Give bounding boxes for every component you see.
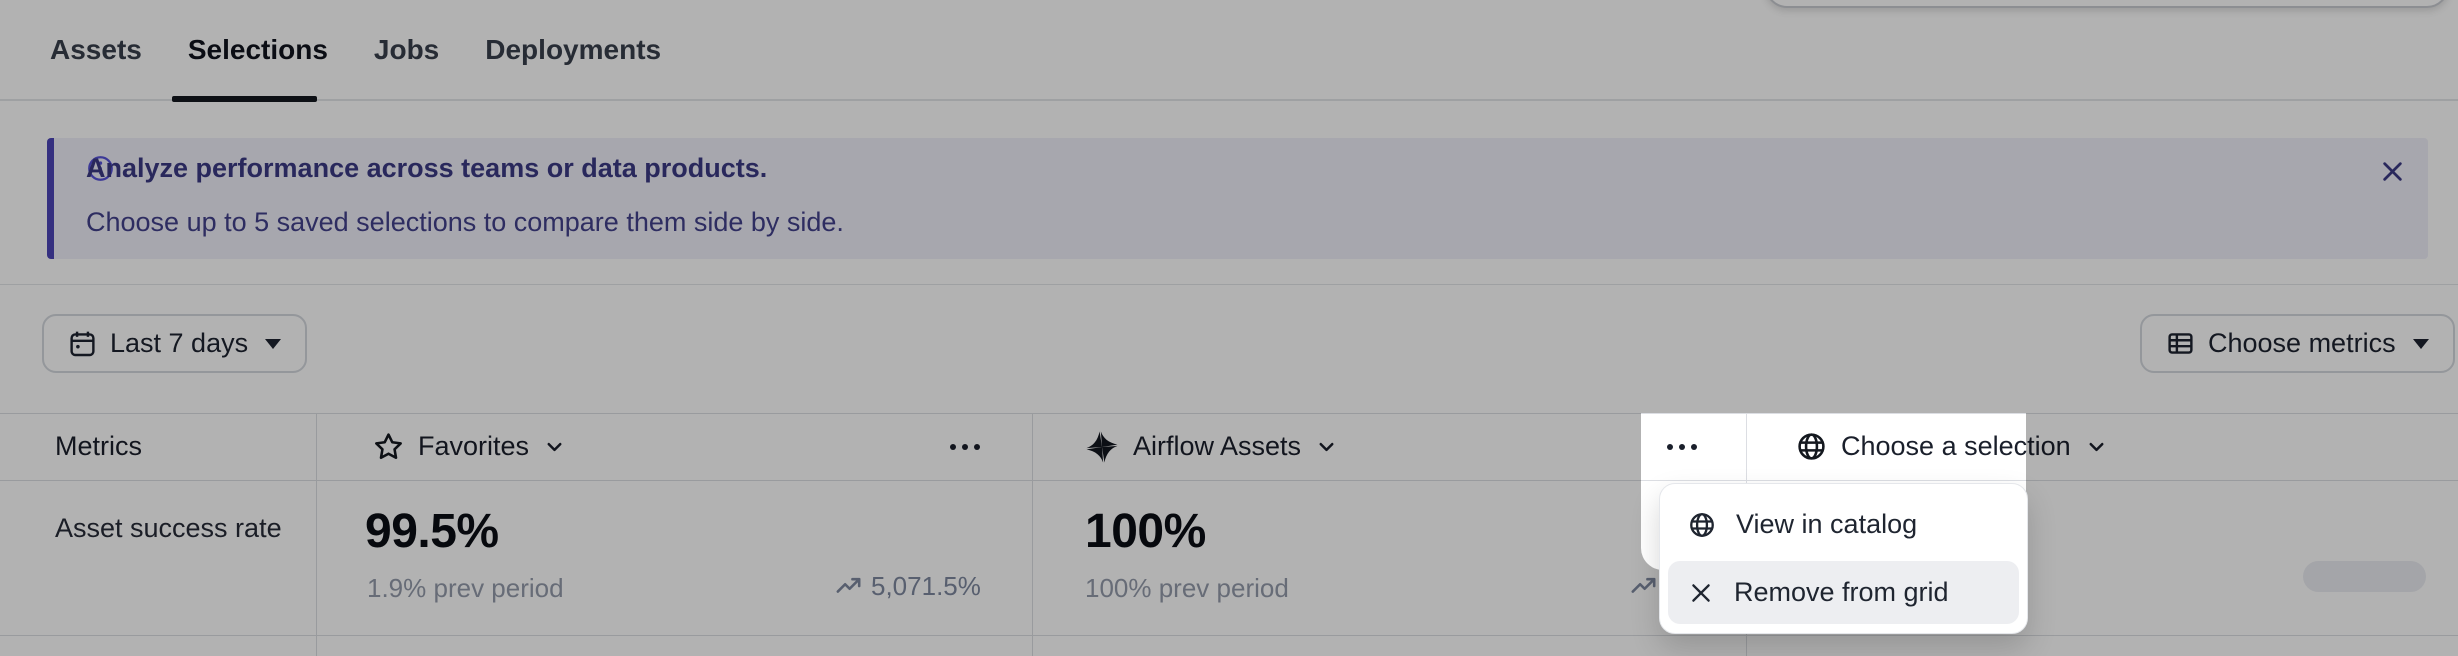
header-bottom-border	[0, 480, 2458, 481]
popover-edge-fragment	[1765, 0, 2449, 8]
tab-jobs[interactable]: Jobs	[373, 33, 440, 65]
airflow-prev-period: 100% prev period	[1085, 573, 1289, 603]
calendar-icon	[68, 329, 97, 358]
date-range-label: Last 7 days	[110, 328, 249, 358]
date-range-button[interactable]: Last 7 days	[42, 314, 308, 373]
trending-up-icon	[1630, 573, 1657, 600]
selection-label: Choose a selection	[1841, 431, 2071, 461]
favorites-menu-button[interactable]	[950, 413, 980, 480]
table-top-border	[0, 413, 2458, 414]
favorites-value: 99.5%	[365, 505, 499, 558]
globe-icon	[1796, 431, 1827, 462]
chevron-down-icon	[1315, 435, 1338, 458]
chevron-down-icon	[543, 435, 566, 458]
airflow-pinwheel-icon	[1085, 430, 1119, 464]
airflow-trend	[1630, 570, 1657, 602]
tab-selections[interactable]: Selections	[187, 33, 328, 65]
choose-metrics-label: Choose metrics	[2208, 328, 2396, 358]
loading-skeleton	[2303, 561, 2426, 592]
row-bottom-border	[0, 635, 2458, 636]
x-icon	[1688, 580, 1714, 606]
selection-header-favorites[interactable]: Favorites	[373, 413, 566, 480]
menu-item-label: View in catalog	[1736, 509, 1918, 539]
section-divider	[0, 284, 2458, 285]
star-icon	[373, 431, 404, 462]
column-divider	[316, 413, 317, 656]
banner-title: Analyze performance across teams or data…	[86, 153, 768, 183]
metric-name: Asset success rate	[55, 513, 282, 543]
banner-close-icon[interactable]	[2379, 158, 2406, 185]
menu-item-label: Remove from grid	[1734, 577, 1949, 607]
table-icon	[2166, 329, 2195, 358]
metrics-column-header: Metrics	[55, 431, 142, 461]
active-tab-underline	[172, 96, 317, 102]
selection-header-airflow-assets[interactable]: Airflow Assets	[1085, 413, 1338, 480]
favorites-prev-period: 1.9% prev period	[367, 573, 564, 603]
selection-header-choose[interactable]: Choose a selection	[1796, 413, 2108, 480]
menu-item-view-in-catalog[interactable]: View in catalog	[1668, 493, 2019, 556]
choose-metrics-button[interactable]: Choose metrics	[2140, 314, 2455, 373]
tab-deployments[interactable]: Deployments	[485, 33, 662, 65]
airflow-assets-menu-button[interactable]	[1667, 413, 1697, 480]
trending-up-icon	[835, 573, 862, 600]
caret-down-icon	[2412, 338, 2429, 349]
chevron-down-icon	[2085, 435, 2108, 458]
trend-value: 5,071.5%	[871, 570, 981, 601]
info-banner	[47, 138, 2428, 259]
favorites-trend: 5,071.5%	[835, 570, 981, 602]
airflow-value: 100%	[1085, 505, 1206, 558]
selection-label: Airflow Assets	[1133, 431, 1302, 461]
tab-bar: Assets Selections Jobs Deployments	[0, 0, 2458, 101]
info-icon	[87, 155, 114, 182]
menu-item-remove-from-grid[interactable]: Remove from grid	[1668, 561, 2019, 624]
tab-assets[interactable]: Assets	[50, 33, 142, 65]
selection-label: Favorites	[418, 431, 530, 461]
column-divider	[1032, 413, 1033, 656]
banner-subtitle: Choose up to 5 saved selections to compa…	[86, 207, 844, 237]
globe-icon	[1688, 511, 1716, 539]
context-menu: View in catalog Remove from grid	[1659, 483, 2028, 634]
caret-down-icon	[265, 338, 282, 349]
